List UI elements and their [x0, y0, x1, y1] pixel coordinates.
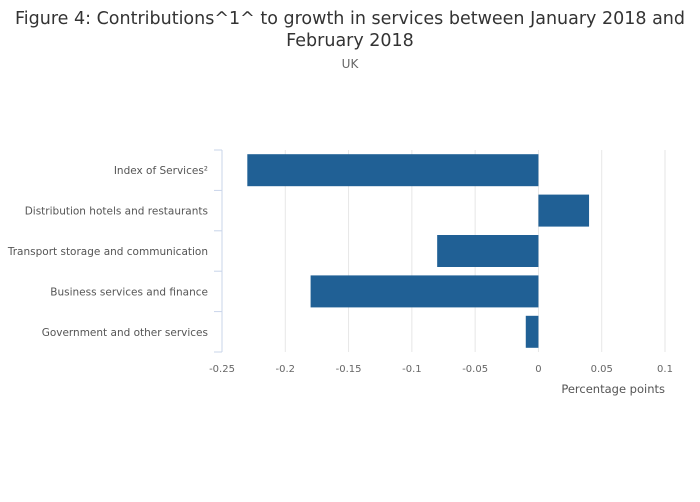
- chart-subtitle: UK: [341, 57, 359, 71]
- x-axis-title: Percentage points: [561, 382, 665, 396]
- x-tick-label: -0.2: [276, 364, 296, 375]
- x-tick-label: 0.05: [591, 364, 613, 375]
- bar: [538, 194, 590, 227]
- category-label: Index of Services²: [114, 165, 208, 177]
- x-tick-label: -0.1: [402, 364, 422, 375]
- bar: [525, 315, 539, 348]
- x-tick-label: -0.05: [462, 364, 488, 375]
- chart-title: Figure 4: Contributions^1^ to growth in …: [14, 9, 686, 51]
- x-tick-label: -0.25: [209, 364, 235, 375]
- x-tick-label: 0: [535, 364, 541, 375]
- bar: [437, 235, 539, 267]
- bar: [247, 154, 539, 187]
- category-label: Distribution hotels and restaurants: [25, 206, 208, 218]
- category-label: Transport storage and communication: [7, 246, 208, 258]
- category-label: Business services and finance: [50, 286, 208, 298]
- x-tick-label: -0.15: [336, 364, 362, 375]
- category-label: Government and other services: [42, 327, 208, 339]
- x-tick-label: 0.1: [657, 364, 673, 375]
- bar: [310, 275, 539, 308]
